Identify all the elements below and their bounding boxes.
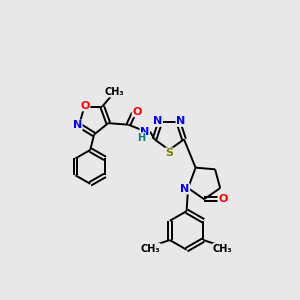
Text: CH₃: CH₃ [213, 244, 233, 254]
Text: CH₃: CH₃ [141, 244, 160, 254]
Text: N: N [180, 184, 190, 194]
Text: O: O [218, 194, 227, 204]
Text: O: O [132, 106, 142, 117]
Text: S: S [165, 148, 173, 158]
Text: N: N [176, 116, 185, 126]
Text: N: N [140, 127, 149, 136]
Text: H: H [137, 133, 146, 143]
Text: O: O [80, 101, 90, 111]
Text: N: N [73, 120, 82, 130]
Text: CH₃: CH₃ [104, 87, 124, 97]
Text: N: N [153, 116, 162, 126]
